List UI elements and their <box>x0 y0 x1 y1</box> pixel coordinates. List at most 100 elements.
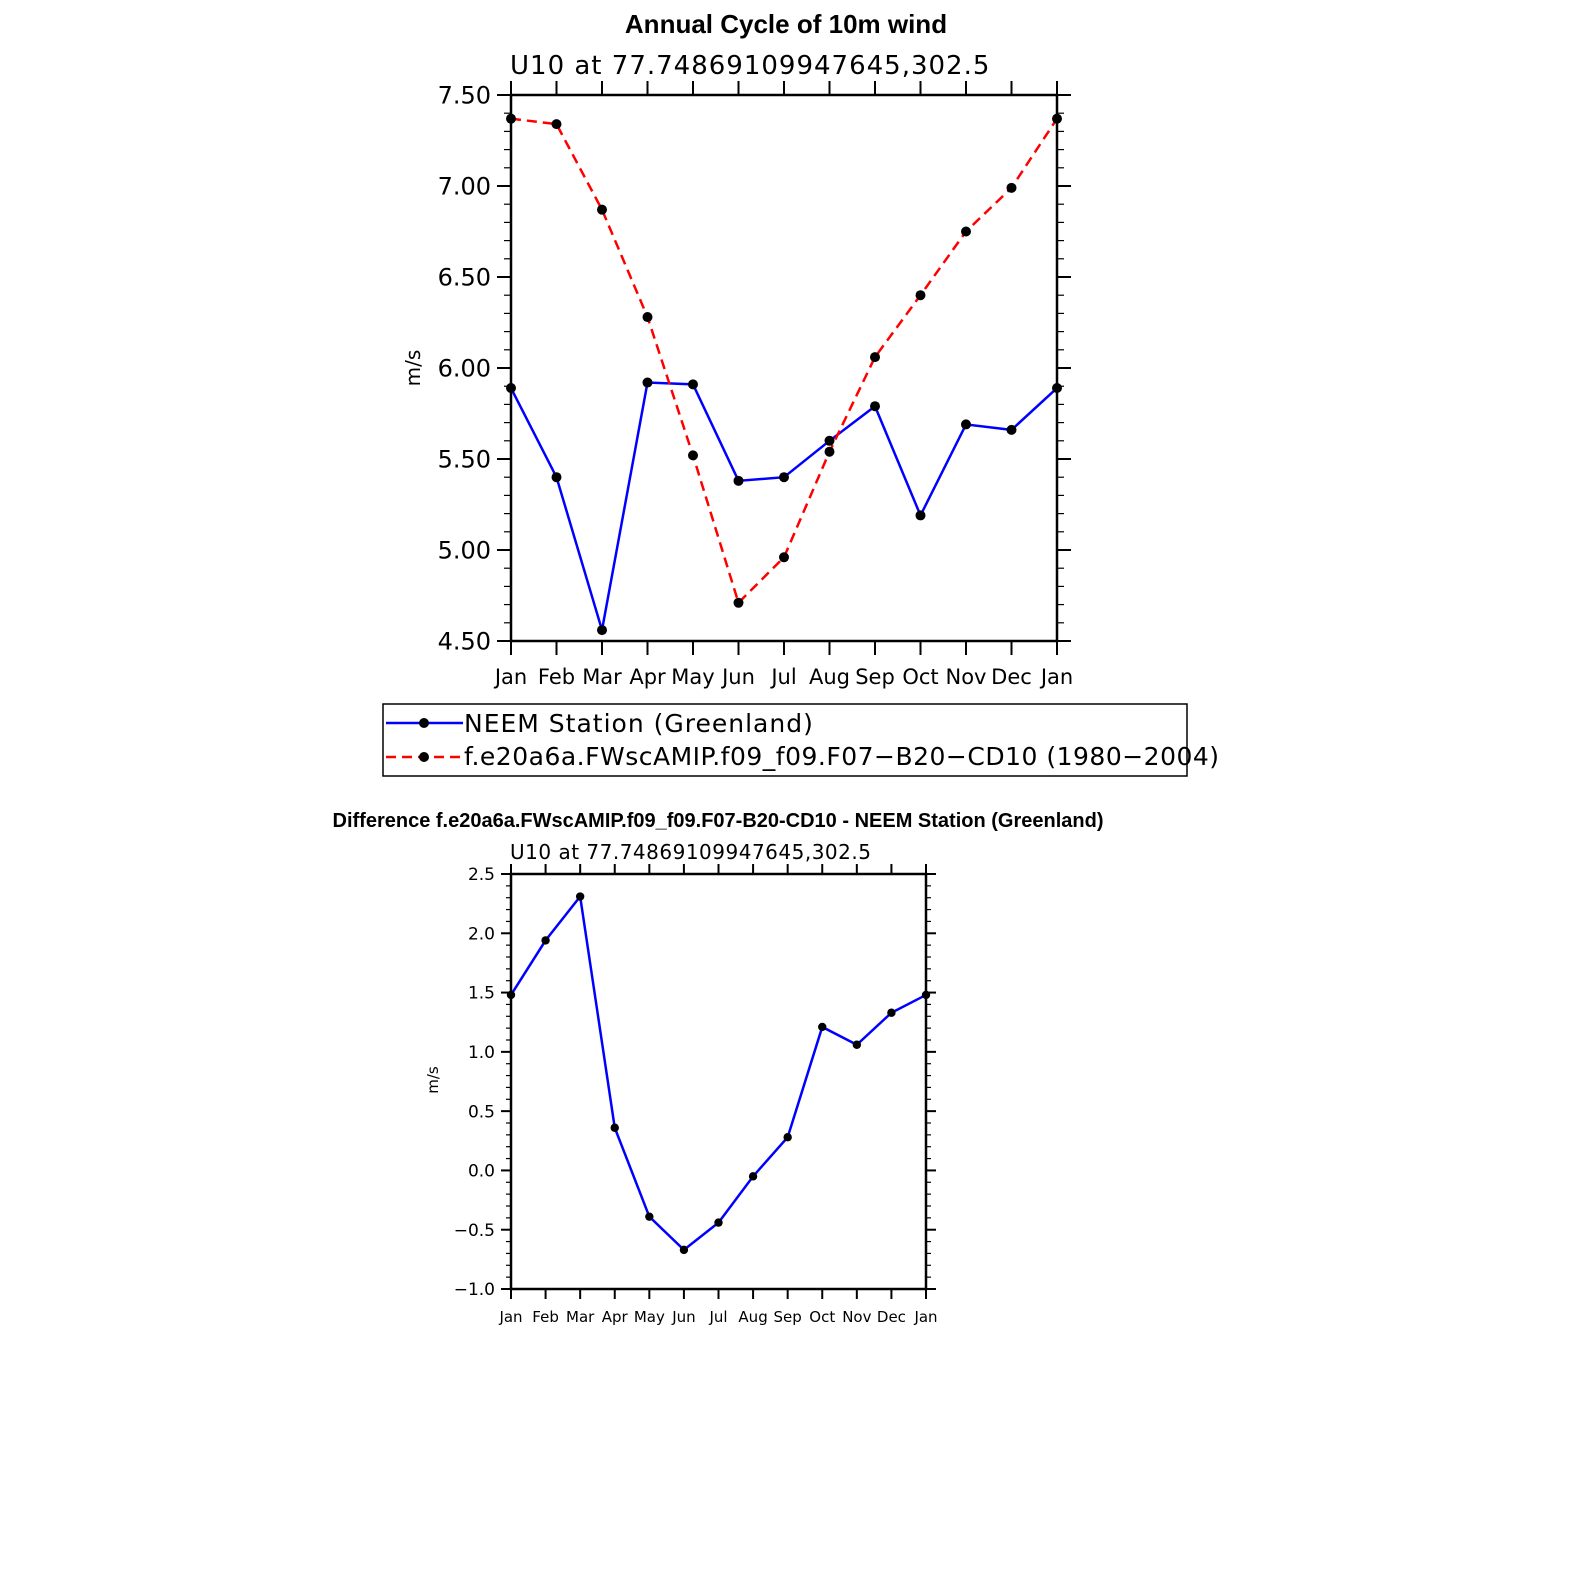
difference-chart: Difference f.e20a6a.FWscAMIP.f09_f09.F07… <box>333 810 1104 1326</box>
legend-marker-model <box>419 752 429 762</box>
x-tick-label: Dec <box>877 1308 906 1326</box>
x-tick-label: May <box>634 1308 665 1326</box>
x-tick-labels: Jan Feb Mar Apr May Jun Jul Aug Sep Oct Nov Dec Jan <box>493 665 1073 689</box>
data-point-0 <box>887 1008 896 1017</box>
data-point-1 <box>1006 182 1017 193</box>
legend-label-neem: NEEM Station (Greenland) <box>464 709 814 738</box>
y-tick-label: 7.00 <box>438 173 491 201</box>
x-tick-label: Aug <box>738 1308 767 1326</box>
y-tick-labels: −1.0 −0.5 0.0 0.5 1.0 1.5 2.0 2.5 <box>454 865 495 1300</box>
data-point-1 <box>597 204 607 215</box>
series-line-0 <box>509 893 927 1252</box>
y-axis-label: m/s <box>424 1066 442 1094</box>
x-tick-label: Nov <box>842 1308 871 1326</box>
x-tick-label: Jul <box>708 1308 727 1326</box>
data-point-0 <box>852 1040 862 1049</box>
data-point-1 <box>824 446 835 457</box>
plot-frame <box>509 93 1059 643</box>
data-point-0 <box>1006 424 1017 435</box>
data-point-1 <box>961 226 971 237</box>
legend: NEEM Station (Greenland) f.e20a6a.FWscAM… <box>382 703 1220 777</box>
y-tick-label: 1.0 <box>468 1043 495 1063</box>
data-point-0 <box>870 401 880 412</box>
y-tick-label: 5.00 <box>438 537 491 565</box>
x-tick-labels: Jan Feb Mar Apr May Jun Jul Aug Sep Oct Nov Dec Jan <box>498 1308 937 1326</box>
x-tick-label: Sep <box>855 665 895 689</box>
legend-marker-neem <box>419 718 429 728</box>
x-tick-label: Oct <box>809 1308 835 1326</box>
data-point-0 <box>679 1245 689 1255</box>
chart-subtitle: U10 at 77.74869109947645,302.5 <box>510 51 990 81</box>
chart-title: Difference f.e20a6a.FWscAMIP.f09_f09.F07… <box>333 810 1104 832</box>
data-point-0 <box>961 419 971 430</box>
y-tick-label: −1.0 <box>454 1280 495 1300</box>
data-point-0 <box>818 1022 827 1032</box>
x-tick-label: Feb <box>538 665 575 689</box>
x-tick-label: Jun <box>671 1308 695 1326</box>
data-point-0 <box>597 625 607 636</box>
y-tick-label: 6.50 <box>438 264 491 292</box>
data-point-1 <box>506 113 516 124</box>
y-tick-label: 7.50 <box>438 82 491 110</box>
data-point-1 <box>1052 113 1062 124</box>
x-tick-label: Jan <box>913 1308 937 1326</box>
y-tick-label: −0.5 <box>454 1221 495 1241</box>
data-point-0 <box>645 1212 654 1221</box>
x-tick-label: Nov <box>946 665 987 689</box>
data-point-0 <box>779 472 789 483</box>
y-tick-label: 1.5 <box>468 984 495 1004</box>
data-point-0 <box>783 1133 792 1142</box>
data-point-0 <box>642 377 653 388</box>
chart-title: Annual Cycle of 10m wind <box>625 9 947 39</box>
chart-subtitle: U10 at 77.74869109947645,302.5 <box>510 840 871 864</box>
x-tick-label: Sep <box>774 1308 802 1326</box>
annual-cycle-chart: Annual Cycle of 10m wind U10 at 77.74869… <box>382 9 1220 777</box>
x-tick-label: Jan <box>493 665 527 689</box>
plot-frame <box>509 872 928 1291</box>
legend-label-model: f.e20a6a.FWscAMIP.f09_f09.F07−B20−CD10 (… <box>464 742 1220 771</box>
y-tick-label: 0.5 <box>468 1102 495 1122</box>
data-point-1 <box>915 290 926 301</box>
data-point-1 <box>642 312 653 323</box>
series-line-0 <box>509 381 1058 631</box>
data-point-0 <box>714 1218 723 1227</box>
data-point-1 <box>733 597 744 608</box>
data-point-0 <box>506 383 516 394</box>
y-tick-label: 4.50 <box>438 628 491 656</box>
data-point-0 <box>610 1123 619 1132</box>
x-tick-label: Jul <box>769 665 796 689</box>
x-tick-label: May <box>671 665 714 689</box>
x-tick-label: Jan <box>498 1308 522 1326</box>
x-tick-label: Dec <box>991 665 1032 689</box>
x-tick-label: Apr <box>602 1308 629 1326</box>
x-tick-label: Aug <box>809 665 850 689</box>
y-axis-label: m/s <box>401 350 425 387</box>
x-tick-label: Mar <box>566 1308 595 1326</box>
x-tick-label: Feb <box>532 1308 559 1326</box>
y-tick-label: 0.0 <box>468 1162 495 1182</box>
tick-marks <box>501 864 936 1299</box>
data-point-0 <box>1052 383 1062 394</box>
legend-box <box>382 703 1188 777</box>
x-tick-label: Oct <box>902 665 938 689</box>
data-point-0 <box>551 472 562 483</box>
data-point-0 <box>506 990 516 1000</box>
series-group <box>506 113 1062 636</box>
y-tick-label: 2.5 <box>468 865 495 885</box>
data-point-0 <box>748 1172 758 1181</box>
data-point-0 <box>921 990 931 1000</box>
x-tick-label: Jun <box>720 665 755 689</box>
data-point-1 <box>688 450 698 461</box>
series-line-1 <box>510 117 1059 606</box>
x-tick-label: Mar <box>582 665 622 689</box>
y-tick-label: 5.50 <box>438 446 491 474</box>
data-point-1 <box>870 352 880 363</box>
data-point-0 <box>541 936 550 945</box>
series-group <box>506 892 931 1255</box>
data-point-0 <box>733 475 744 486</box>
data-point-0 <box>824 435 835 446</box>
data-point-0 <box>688 379 698 390</box>
data-point-1 <box>551 119 562 130</box>
y-tick-label: 6.00 <box>438 355 491 383</box>
